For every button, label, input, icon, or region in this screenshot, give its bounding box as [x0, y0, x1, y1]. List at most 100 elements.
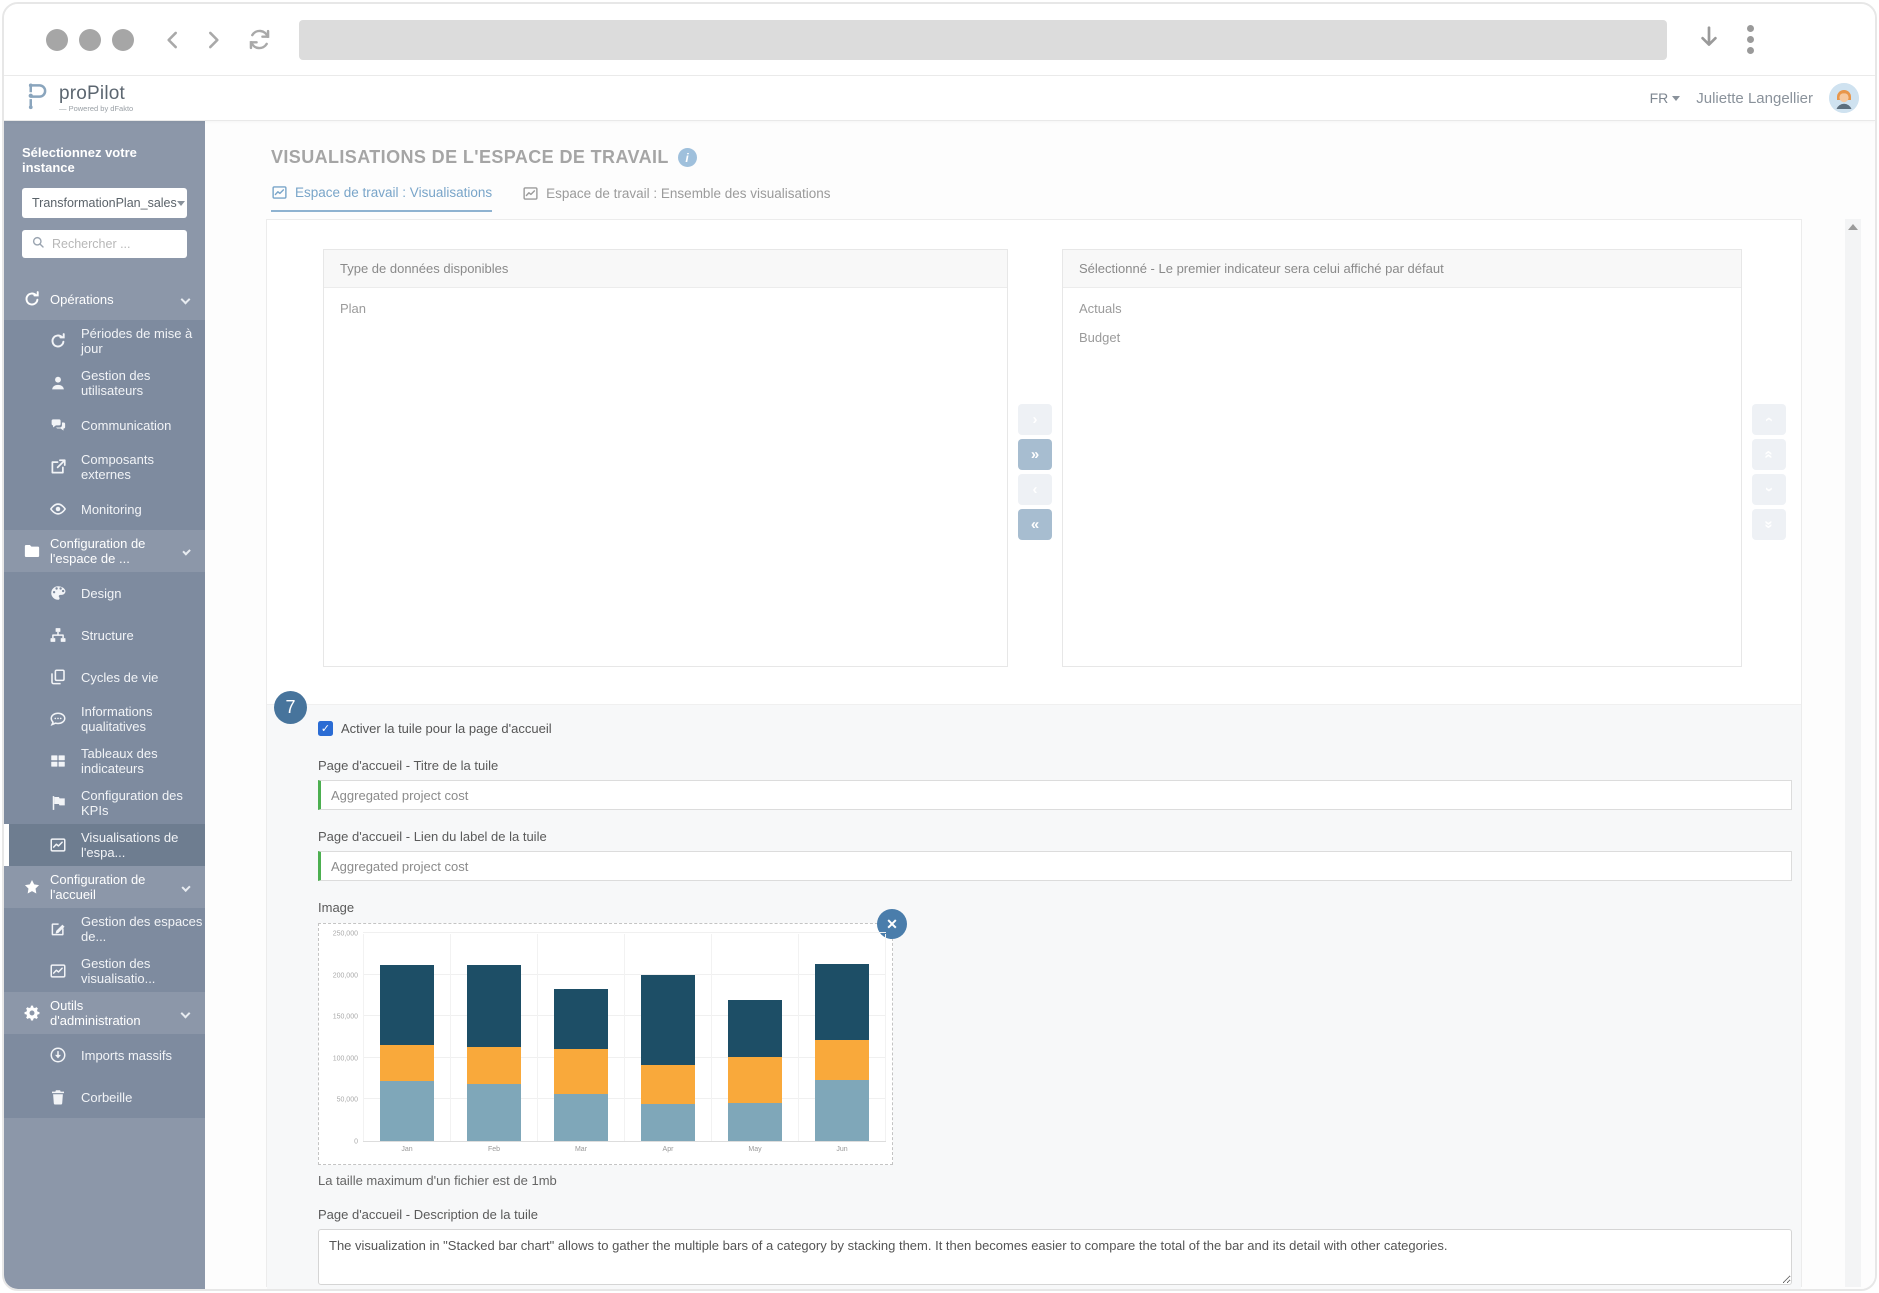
- chart-icon: [49, 962, 67, 980]
- list-item[interactable]: Plan: [340, 301, 367, 316]
- window-controls[interactable]: [46, 28, 134, 51]
- sidebar-item-cycles-de-vie[interactable]: Cycles de vie: [4, 656, 205, 698]
- move-down-button[interactable]: ›: [1752, 474, 1786, 505]
- move-all-right-button[interactable]: »: [1018, 439, 1052, 470]
- chat-icon: [49, 416, 67, 434]
- scroll-up-icon[interactable]: [1848, 224, 1858, 230]
- sidebar-item-structure[interactable]: Structure: [4, 614, 205, 656]
- info-icon[interactable]: i: [677, 148, 697, 167]
- step-badge: 7: [274, 691, 307, 724]
- sidebar-item-corbeille[interactable]: Corbeille: [4, 1076, 205, 1118]
- scrollbar[interactable]: [1845, 219, 1861, 1287]
- sidebar-group-configuration-de-l-espace-de[interactable]: Configuration de l'espace de ...: [4, 530, 205, 572]
- chart-y-axis: 0 50,000 100,000 150,000 200,000 250,000: [332, 930, 358, 1146]
- window-dot-icon[interactable]: [46, 28, 68, 51]
- list-item[interactable]: Actuals: [1079, 301, 1122, 316]
- browser-menu-icon[interactable]: [1747, 25, 1754, 54]
- main-content: VISUALISATIONS DE L'ESPACE DE TRAVAIL i …: [205, 121, 1875, 1289]
- enable-tile-checkbox[interactable]: ✓: [318, 720, 333, 736]
- tab-bar: Espace de travail : Visualisations Espace…: [271, 184, 1875, 212]
- back-icon[interactable]: [160, 27, 186, 53]
- sidebar-group-configuration-de-l-accueil[interactable]: Configuration de l'accueil: [4, 866, 205, 908]
- available-list: Plan: [324, 288, 1007, 329]
- series-top-segment: [467, 965, 521, 1047]
- series-middle-segment: [728, 1056, 782, 1103]
- tile-title-input[interactable]: [318, 780, 1792, 810]
- sidebar-search: [22, 230, 187, 258]
- sidebar-item-visualisations-de-l-espa[interactable]: Visualisations de l'espa...: [4, 824, 205, 866]
- series-bottom-segment: [641, 1103, 695, 1141]
- sidebar-item-monitoring[interactable]: Monitoring: [4, 488, 205, 530]
- refresh-icon[interactable]: [246, 26, 273, 53]
- available-listbox: Type de données disponibles Plan: [323, 249, 1008, 667]
- window-dot-icon[interactable]: [79, 28, 101, 51]
- edit-icon: [49, 920, 67, 938]
- sidebar-item-tableaux-des-indicateurs[interactable]: Tableaux des indicateurs: [4, 740, 205, 782]
- avatar[interactable]: [1829, 83, 1859, 113]
- stacked-bar-chart: 0 50,000 100,000 150,000 200,000 250,000 Jan F…: [323, 930, 886, 1160]
- flag-icon: [49, 794, 67, 812]
- chart-bar-jan: Jan: [363, 934, 450, 1153]
- move-top-button[interactable]: «: [1752, 439, 1786, 470]
- chevron-down-icon: [180, 1008, 191, 1018]
- sidebar-group-outils-d-administration[interactable]: Outils d'administration: [4, 992, 205, 1034]
- move-bottom-button[interactable]: »: [1752, 509, 1786, 540]
- sidebar-item-composants-externes[interactable]: Composants externes: [4, 446, 205, 488]
- tile-link-input[interactable]: [318, 851, 1792, 881]
- copy-icon: [49, 668, 67, 686]
- app-name: proPilot: [59, 82, 126, 104]
- gear-icon: [23, 1004, 41, 1022]
- forward-icon[interactable]: [200, 27, 226, 53]
- user-name[interactable]: Juliette Langellier: [1696, 89, 1813, 107]
- sidebar-item-gestion-des-espaces-de[interactable]: Gestion des espaces de...: [4, 908, 205, 950]
- sidebar-item-communication[interactable]: Communication: [4, 404, 205, 446]
- enable-tile-label: Activer la tuile pour la page d'accueil: [341, 720, 552, 736]
- chart-icon: [49, 836, 67, 854]
- sidebar-item-imports-massifs[interactable]: Imports massifs: [4, 1034, 205, 1076]
- external-icon: [49, 458, 67, 476]
- instance-label: Sélectionnez votre instance: [22, 145, 137, 175]
- search-input[interactable]: [52, 237, 178, 251]
- series-bottom-segment: [728, 1102, 782, 1141]
- series-middle-segment: [467, 1047, 521, 1084]
- remove-image-button[interactable]: ✕: [877, 909, 907, 939]
- series-top-segment: [728, 999, 782, 1057]
- order-buttons: ‹ « › »: [1742, 249, 1796, 667]
- instance-select[interactable]: TransformationPlan_sales: [22, 188, 187, 218]
- eye-icon: [49, 500, 67, 518]
- move-right-button[interactable]: ›: [1018, 404, 1052, 435]
- language-selector[interactable]: FR: [1650, 90, 1681, 106]
- download-icon[interactable]: [1695, 23, 1723, 56]
- sidebar-item-informations-qualitatives[interactable]: Informations qualitatives: [4, 698, 205, 740]
- tab-espace-de-travail-visualisations[interactable]: Espace de travail : Visualisations: [271, 184, 493, 212]
- search-icon: [31, 235, 45, 254]
- sidebar-item-configuration-des-kpis[interactable]: Configuration des KPIs: [4, 782, 205, 824]
- sidebar-item-gestion-des-utilisateurs[interactable]: Gestion des utilisateurs: [4, 362, 205, 404]
- move-up-button[interactable]: ‹: [1752, 404, 1786, 435]
- list-item[interactable]: Budget: [1079, 330, 1121, 345]
- app-header: proPilot — Powered by dFakto FR Juliette…: [4, 76, 1875, 121]
- move-left-button[interactable]: ‹: [1018, 474, 1052, 505]
- tab-espace-de-travail-ensemble-des-visualisations[interactable]: Espace de travail : Ensemble des visuali…: [522, 184, 831, 212]
- user-icon: [49, 374, 67, 392]
- move-all-left-button[interactable]: «: [1018, 509, 1052, 540]
- content-card: Type de données disponibles Plan › » ‹ « Sé…: [266, 219, 1802, 1289]
- chevron-down-icon: [176, 200, 185, 206]
- chevron-down-icon: [181, 546, 191, 556]
- trash-icon: [49, 1088, 67, 1106]
- palette-icon: [49, 584, 67, 602]
- tile-description-input[interactable]: The visualization in "Stacked bar chart"…: [318, 1229, 1792, 1285]
- series-bottom-segment: [554, 1093, 608, 1141]
- comment-icon: [49, 710, 67, 728]
- app-logo[interactable]: proPilot — Powered by dFakto: [22, 81, 133, 116]
- tile-form: 7 ✓ Activer la tuile pour la page d'accu…: [267, 691, 1801, 1289]
- sidebar-group-op-rations[interactable]: Opérations: [4, 278, 205, 320]
- chart-icon: [271, 184, 288, 201]
- sidebar-item-design[interactable]: Design: [4, 572, 205, 614]
- sidebar-item-p-riodes-de-mise-jour[interactable]: Périodes de mise à jour: [4, 320, 205, 362]
- refresh-icon: [49, 332, 67, 350]
- url-bar[interactable]: [299, 19, 1667, 60]
- folder-icon: [23, 542, 41, 560]
- sidebar-item-gestion-des-visualisatio[interactable]: Gestion des visualisatio...: [4, 950, 205, 992]
- window-dot-icon[interactable]: [112, 28, 134, 51]
